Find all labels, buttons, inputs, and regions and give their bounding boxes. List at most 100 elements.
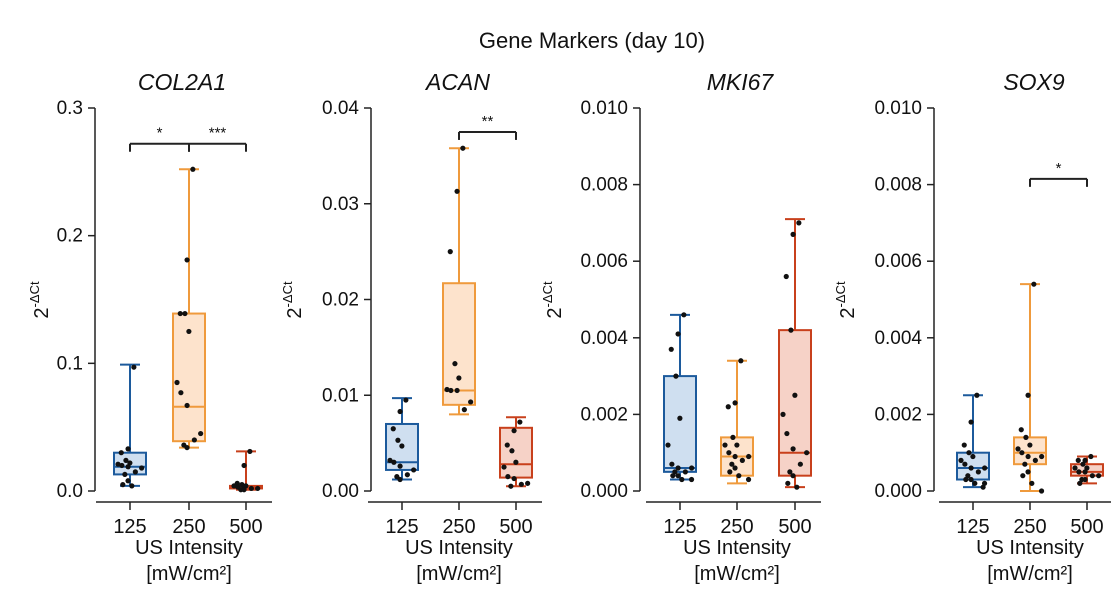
significance-label: * — [1056, 160, 1062, 177]
panel-mki67: MKI67 0.000 0.002 0.004 0.006 0.008 0.010 2-ΔCt… — [540, 69, 821, 585]
significance-label: *** — [209, 125, 227, 142]
y-axis-label-base: 2 — [544, 307, 566, 318]
x-axis-unit: [mW/cm²] — [416, 563, 502, 585]
data-point — [1015, 446, 1021, 452]
y-axis-label-sup: -ΔCt — [280, 281, 295, 307]
data-point — [669, 461, 675, 467]
significance-bracket: * — [129, 125, 190, 152]
data-point — [1082, 457, 1088, 463]
data-point — [123, 457, 129, 463]
data-point — [1019, 450, 1025, 456]
data-point — [468, 399, 474, 405]
data-point — [501, 464, 507, 470]
x-axis-label: US Intensity — [683, 537, 791, 559]
figure-title: Gene Markers (day 10) — [479, 28, 705, 53]
data-point — [1023, 434, 1029, 440]
data-point — [248, 485, 254, 492]
y-tick-label: 0.008 — [874, 175, 922, 196]
panel-sox9: SOX9 0.000 0.002 0.004 0.006 0.008 0.010 2-ΔCt 1… — [833, 69, 1111, 585]
data-point — [1025, 453, 1031, 460]
box-125 — [663, 313, 697, 481]
data-point — [732, 400, 738, 406]
data-point — [794, 484, 800, 490]
data-point — [804, 450, 810, 456]
data-point — [689, 465, 695, 471]
data-point — [178, 390, 184, 396]
data-point — [677, 415, 683, 421]
box-125 — [956, 394, 990, 489]
x-tick-label: 500 — [229, 516, 262, 538]
y-tick-label: 0.0 — [57, 481, 83, 502]
data-point — [665, 442, 671, 448]
box-250 — [172, 168, 206, 449]
data-point — [184, 257, 190, 263]
data-point — [722, 442, 728, 448]
x-tick-label: 500 — [499, 516, 532, 538]
data-point — [504, 442, 510, 448]
data-point — [682, 469, 688, 475]
data-point — [241, 487, 247, 493]
panel-title: SOX9 — [1003, 69, 1065, 95]
data-point — [1022, 461, 1028, 467]
data-point — [186, 328, 192, 335]
data-point — [668, 346, 674, 352]
y-axis-label-base: 2 — [31, 307, 53, 318]
data-point — [797, 461, 803, 467]
data-point — [513, 459, 519, 465]
data-point — [395, 437, 401, 443]
x-tick-label: 250 — [172, 516, 205, 538]
data-point — [1029, 480, 1035, 486]
data-point — [963, 476, 969, 483]
box-iqr — [663, 375, 697, 473]
data-point — [1080, 461, 1086, 467]
y-axis-label-sup: -ΔCt — [540, 281, 555, 307]
data-point — [739, 457, 745, 463]
data-point — [787, 469, 793, 475]
significance-label: ** — [482, 113, 494, 130]
data-point — [241, 462, 247, 469]
box-250 — [720, 359, 754, 485]
y-tick-label: 0.01 — [322, 385, 359, 406]
y-axis-label: 2-ΔCt — [27, 281, 53, 319]
box-250 — [1013, 283, 1047, 492]
data-point — [125, 478, 131, 484]
data-point — [980, 484, 986, 490]
data-point — [397, 463, 403, 469]
data-point — [184, 444, 190, 451]
data-point — [525, 480, 531, 486]
data-point — [1020, 473, 1026, 479]
x-tick-label: 250 — [720, 516, 753, 538]
data-point — [796, 220, 802, 226]
panel-title: ACAN — [424, 69, 490, 95]
y-tick-label: 0.00 — [322, 481, 359, 502]
box-iqr — [499, 426, 533, 479]
data-point — [726, 450, 732, 456]
y-tick-label: 0.006 — [874, 251, 922, 272]
data-point — [120, 482, 126, 488]
data-point — [129, 483, 135, 489]
data-point — [444, 386, 450, 393]
data-point — [411, 467, 417, 473]
data-point — [727, 469, 733, 475]
data-point — [968, 465, 974, 471]
data-point — [783, 273, 789, 280]
y-tick-label: 0.010 — [874, 98, 922, 119]
data-point — [118, 450, 124, 456]
data-point — [974, 392, 980, 398]
data-point — [391, 459, 397, 465]
data-point — [508, 483, 514, 489]
data-point — [454, 188, 460, 194]
significance-bracket: * — [1029, 160, 1088, 187]
data-point — [1082, 476, 1088, 483]
data-point — [736, 473, 742, 479]
data-point — [518, 481, 524, 487]
data-point — [1076, 469, 1082, 475]
data-point — [732, 453, 738, 460]
data-point — [788, 327, 794, 333]
data-point — [790, 446, 796, 452]
data-point — [729, 461, 735, 467]
y-tick-label: 0.000 — [580, 481, 628, 502]
data-point — [1031, 281, 1037, 287]
data-point — [460, 145, 466, 151]
data-point — [132, 469, 138, 475]
